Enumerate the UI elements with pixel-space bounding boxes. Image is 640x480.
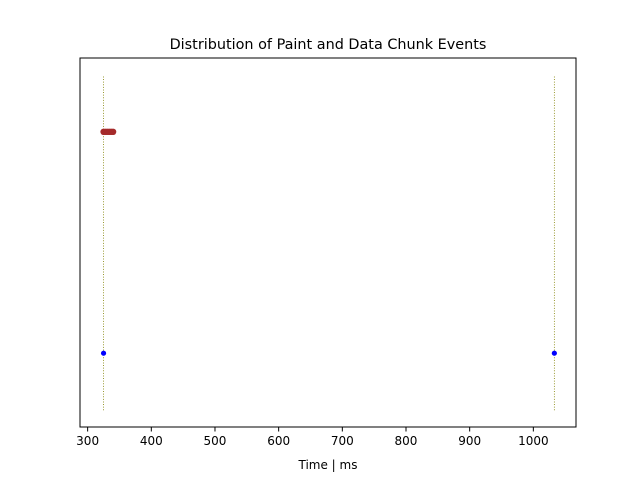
chart-title: Distribution of Paint and Data Chunk Eve… [170,37,487,53]
paint-event-point [109,128,117,135]
x-tick-label: 900 [458,434,481,448]
data-chunk-event-point [551,350,557,356]
x-axis-label: Time | ms [298,458,358,472]
x-tick-label: 400 [140,434,163,448]
axes-frame [79,57,577,428]
x-tick-label: 300 [76,434,99,448]
x-tick-label: 800 [395,434,418,448]
data-chunk-event-point [100,350,107,356]
x-tick-label: 600 [267,434,290,448]
x-tick-label: 1000 [518,434,549,448]
x-tick-label: 700 [331,434,354,448]
x-tick-label: 500 [204,434,227,448]
plot-area: 300 400 500 600 700 800 900 1000 [76,57,577,448]
